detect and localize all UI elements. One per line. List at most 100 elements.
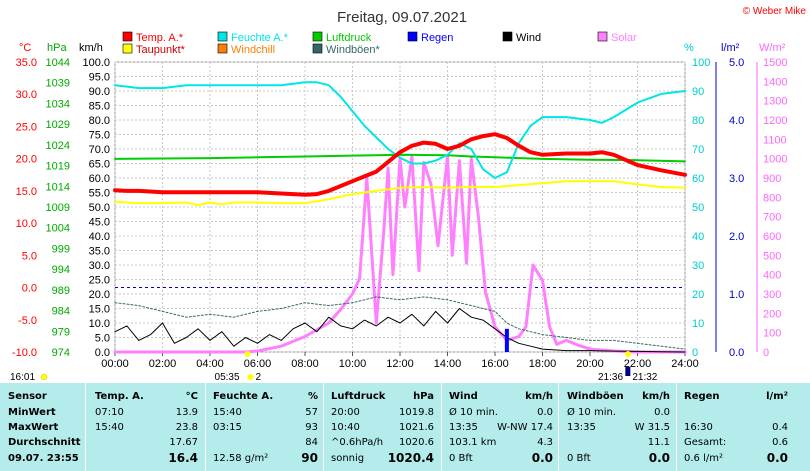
x-tick-label: 04:00 — [196, 358, 224, 370]
temp-axis-tick-label: 5.0 — [22, 250, 37, 262]
solar-axis-tick-label: 1500 — [763, 57, 787, 69]
solar-axis-tick-label: 1200 — [763, 115, 787, 127]
x-tick-label: 18:00 — [529, 358, 557, 370]
table-cell: 07:10 — [95, 407, 124, 418]
wind-axis-tick-label: 65.0 — [89, 159, 110, 171]
solar-axis-tick-label: 500 — [763, 250, 781, 262]
moon-phase-label: 2 — [256, 372, 262, 383]
chart-title: Freitag, 09.07.2021 — [337, 9, 467, 26]
chart-axes: 00:00 02:00 04:00 06:00 08:00 10:00 12:00 14:00… — [12, 42, 788, 370]
rain-axis-tick-label: 1.0 — [729, 289, 744, 301]
table-cell: 0.0 — [648, 451, 670, 465]
moonrise-time: 16:01 — [10, 372, 35, 383]
pressure-axis-tick-label: 1024 — [46, 140, 70, 152]
table-cell: 57 — [305, 407, 318, 418]
humidity-axis-tick-label: 90 — [692, 86, 704, 98]
solar-axis-tick-label: 900 — [763, 173, 781, 185]
wind-axis-tick-label: 0.0 — [95, 347, 110, 359]
humidity-axis-tick-label: 100 — [692, 57, 710, 69]
pressure-axis-tick-label: 1034 — [46, 98, 70, 110]
table-cell: 11.1 — [647, 437, 670, 448]
x-tick-label: 14:00 — [434, 358, 462, 370]
pressure-axis-tick-label: 1014 — [46, 181, 70, 193]
rain-axis-unit: l/m² — [721, 42, 740, 54]
humidity-axis-tick-label: 50 — [692, 202, 704, 214]
humidity-axis-tick-label: 80 — [692, 115, 704, 127]
table-header-hum_u: % — [307, 391, 318, 402]
table-cell: 0 Bft — [567, 453, 591, 464]
wind-axis-tick-label: 50.0 — [89, 202, 110, 214]
pressure-axis-tick-label: 1029 — [46, 119, 70, 131]
wind-axis-tick-label: 95.0 — [89, 72, 110, 84]
legend-label: Windchill — [231, 44, 275, 56]
temp-axis-tick-label: -10.0 — [12, 347, 37, 359]
pressure-axis-tick-label: 984 — [52, 306, 70, 318]
table-cell: 1020.6 — [399, 437, 434, 448]
wind-axis-tick-label: 100.0 — [82, 57, 110, 69]
rain-axis-tick-label: 2.0 — [729, 231, 744, 243]
legend-swatch — [217, 31, 228, 42]
legend-swatch — [122, 43, 133, 54]
x-tick-label: 20:00 — [576, 358, 604, 370]
table-cell: 15:40 — [95, 422, 124, 433]
copyright-text: © Weber Mike — [743, 6, 807, 17]
rain-axis-tick-label: 5.0 — [729, 57, 744, 69]
table-cell: 17.67 — [169, 437, 198, 448]
temperature-line — [113, 132, 687, 197]
table-row-label: Durchschnitt — [8, 437, 81, 448]
table-cell: 0.6 — [772, 437, 788, 448]
table-header-rain_u: l/m² — [766, 391, 788, 402]
table-cell: 12.58 g/m² — [213, 453, 269, 464]
table-cell: 0.4 — [772, 422, 788, 433]
solar-axis-tick-label: 800 — [763, 192, 781, 204]
x-tick-label: 10:00 — [339, 358, 367, 370]
table-header-sensor: Sensor — [8, 391, 47, 402]
table-row-label: 09.07. 23:55 — [8, 453, 79, 464]
solar-axis-tick-label: 1300 — [763, 96, 787, 108]
pressure-axis-tick-label: 1004 — [46, 223, 70, 235]
humidity-axis-tick-label: 10 — [692, 318, 704, 330]
moonset-icon — [625, 367, 631, 376]
table-cell: Ø 10 min. — [567, 407, 616, 418]
wind-axis-tick-label: 10.0 — [89, 318, 110, 330]
legend-label: Temp. A.* — [136, 32, 184, 44]
table-column-separator — [676, 383, 677, 471]
wind-axis-tick-label: 5.0 — [95, 333, 110, 345]
sunset-marker — [625, 351, 631, 357]
humidity-axis-tick-label: 40 — [692, 231, 704, 243]
x-tick-label: 00:00 — [101, 358, 129, 370]
table-row-label: MinWert — [8, 407, 56, 418]
table-header-press: Luftdruck — [331, 391, 386, 402]
humidity-line — [114, 81, 686, 179]
solar-axis-tick-label: 300 — [763, 289, 781, 301]
wind-axis-tick-label: 70.0 — [89, 144, 110, 156]
wind-axis-tick-label: 25.0 — [89, 275, 110, 287]
wind-axis-tick-label: 15.0 — [89, 304, 110, 316]
solar-axis-unit: W/m² — [759, 42, 786, 54]
table-row-label: MaxWert — [8, 422, 59, 433]
table-column-separator — [558, 383, 559, 471]
wind-axis-unit: km/h — [79, 42, 103, 54]
pressure-axis-tick-label: 994 — [52, 264, 70, 276]
table-header-temp: Temp. A. — [95, 391, 144, 402]
solar-axis-tick-label: 0 — [763, 347, 769, 359]
pressure-axis-tick-label: 999 — [52, 243, 70, 255]
rain-axis-tick-label: 4.0 — [729, 115, 744, 127]
x-tick-label: 16:00 — [481, 358, 509, 370]
solar-axis-tick-label: 1000 — [763, 154, 787, 166]
table-header-gust_u: km/h — [642, 391, 670, 402]
x-tick-label: 12:00 — [386, 358, 414, 370]
table-cell: 15:40 — [213, 407, 242, 418]
table-cell: 0.0 — [537, 407, 553, 418]
table-cell: 23.8 — [175, 422, 198, 433]
table-cell: 93 — [305, 422, 318, 433]
pressure-line — [114, 153, 686, 163]
temp-axis-tick-label: 0.0 — [22, 283, 37, 295]
legend-swatch — [122, 31, 133, 42]
legend-label: Solar — [611, 32, 637, 44]
moonrise-icon — [40, 373, 48, 381]
legend-label: Wind — [516, 32, 541, 44]
pressure-axis-tick-label: 1039 — [46, 78, 70, 90]
legend-swatch — [312, 31, 323, 42]
solar-axis-tick-label: 1400 — [763, 76, 787, 88]
